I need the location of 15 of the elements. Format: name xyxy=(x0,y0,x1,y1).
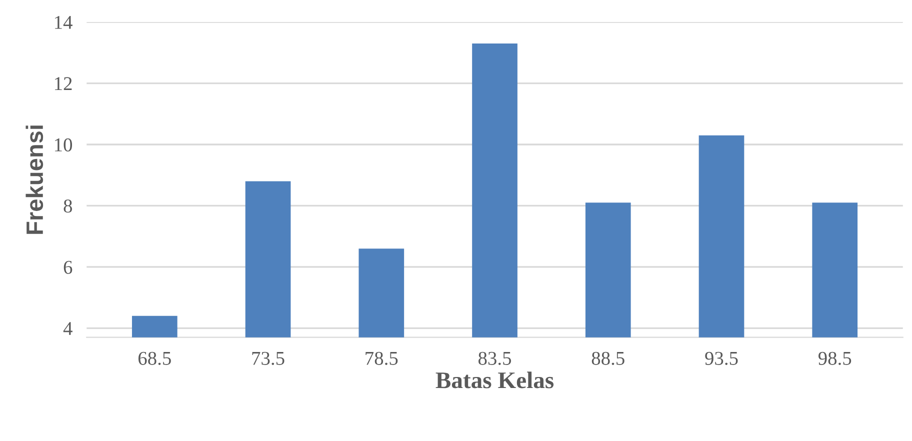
x-axis-title: Batas Kelas xyxy=(436,372,554,388)
y-tick-label: 14 xyxy=(55,16,72,29)
y-tick-label: 12 xyxy=(55,77,72,90)
x-tick-label: 68.5 xyxy=(138,352,171,366)
x-tick-label: 73.5 xyxy=(252,352,284,366)
y-axis-title: Frekuensi xyxy=(26,126,44,234)
x-tick-label: 83.5 xyxy=(478,352,512,366)
x-tick-label: 78.5 xyxy=(366,352,398,366)
y-tick-label: 8 xyxy=(64,200,72,213)
y-tick-label: 4 xyxy=(63,322,72,335)
y-tick-label: 6 xyxy=(64,260,72,274)
x-tick-label: 93.5 xyxy=(705,352,738,366)
y-tick-label: 10 xyxy=(55,138,72,152)
x-tick-label: 98.5 xyxy=(818,352,852,366)
x-tick-label: 88.5 xyxy=(592,352,624,366)
